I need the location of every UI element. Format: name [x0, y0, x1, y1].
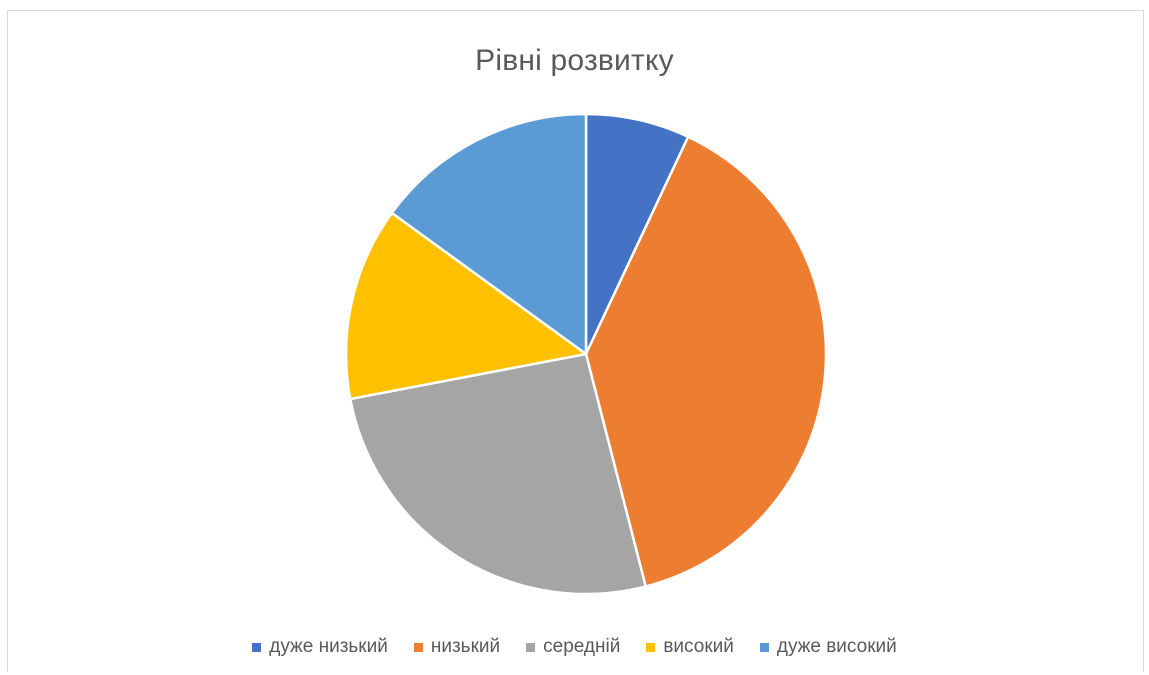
legend-item: низький [413, 636, 501, 658]
legend-swatch [646, 642, 656, 652]
pie-slice-4 [344, 211, 588, 401]
legend-swatch [252, 642, 262, 652]
legend-item: середній [526, 636, 620, 658]
legend-item: дуже високий [759, 636, 897, 658]
chart-title: Рівні розвитку [475, 44, 674, 77]
legend-item: високий [646, 636, 734, 658]
pie-slice-2 [584, 135, 828, 588]
legend-label: високий [663, 636, 734, 657]
legend-label: дуже низький [269, 636, 388, 657]
legend-swatch [759, 642, 769, 652]
chart-legend: дуже низький низький середній високий дуже в… [0, 636, 1149, 658]
pie-slice-1 [584, 112, 690, 356]
legend-item: дуже низький [252, 636, 388, 658]
legend-swatch [526, 642, 536, 652]
legend-label: низький [430, 636, 501, 657]
legend-label: дуже високий [776, 636, 897, 657]
legend-label: середній [543, 636, 621, 657]
legend-swatch [413, 642, 423, 652]
pie-slice-3 [349, 352, 647, 596]
pie-slice-5 [390, 112, 588, 356]
